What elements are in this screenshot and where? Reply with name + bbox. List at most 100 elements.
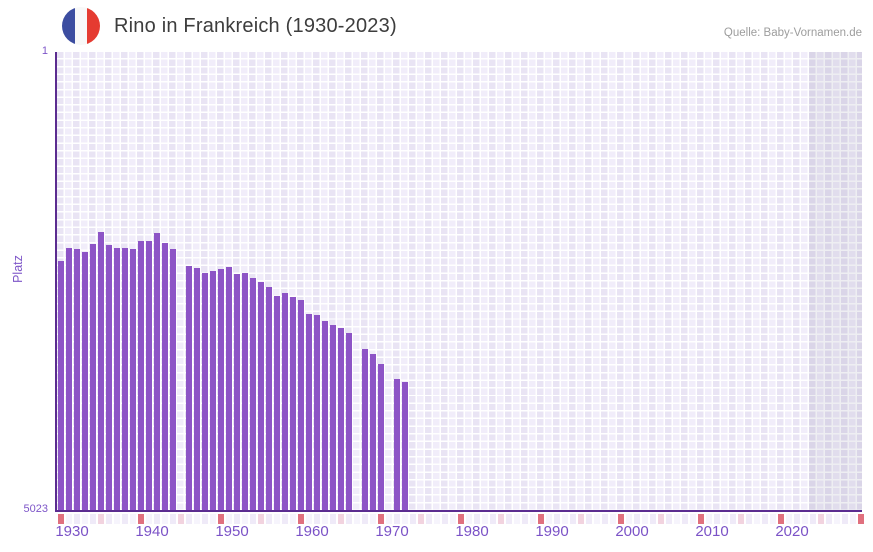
year-strip-cell: [425, 514, 433, 524]
year-strip-cell: [441, 514, 449, 524]
rank-bar-1964[interactable]: [329, 324, 337, 511]
rank-bar-1963[interactable]: [321, 320, 329, 511]
rank-bar-1938[interactable]: [121, 248, 129, 511]
year-strip-cell: [177, 514, 185, 524]
year-strip-cell: [737, 514, 745, 524]
rank-bar-1937[interactable]: [113, 248, 121, 511]
year-strip-cell: [329, 514, 337, 524]
rank-bar-1947[interactable]: [193, 267, 201, 511]
rank-bar-1961[interactable]: [305, 313, 313, 511]
rank-bar-1943[interactable]: [161, 243, 169, 511]
year-strip-cell: [185, 514, 193, 524]
x-axis-tick-1980: 1980: [455, 523, 489, 540]
rank-bar-1941[interactable]: [145, 241, 153, 511]
rank-bar-1950[interactable]: [217, 269, 225, 511]
rank-bar-1935[interactable]: [97, 232, 105, 511]
rank-bar-1942[interactable]: [153, 233, 161, 511]
year-strip-cell: [457, 514, 465, 524]
year-strip-cell: [113, 514, 121, 524]
rank-bar-1956[interactable]: [265, 286, 273, 511]
rank-bar-1944[interactable]: [169, 248, 177, 511]
year-strip-cell: [609, 514, 617, 524]
rank-bar-1957[interactable]: [273, 296, 281, 511]
rank-bar-1965[interactable]: [337, 328, 345, 511]
year-strip-cell: [641, 514, 649, 524]
rank-bar-1968[interactable]: [361, 349, 369, 511]
year-strip-cell: [393, 514, 401, 524]
rank-bar-1959[interactable]: [289, 297, 297, 511]
year-strip-cell: [241, 514, 249, 524]
rank-bar-1970[interactable]: [377, 364, 385, 511]
rank-bar-1939[interactable]: [129, 249, 137, 511]
rank-bar-1933[interactable]: [81, 251, 89, 511]
year-strip-cell: [809, 514, 817, 524]
rank-bar-1973[interactable]: [401, 382, 409, 511]
rank-bar-1931[interactable]: [65, 247, 73, 511]
rank-bar-1953[interactable]: [241, 273, 249, 511]
x-axis-tick-2010: 2010: [695, 523, 729, 540]
year-strip-cell: [601, 514, 609, 524]
rank-bar-1930[interactable]: [57, 261, 65, 511]
year-strip-cell: [377, 514, 385, 524]
rank-bar-1934[interactable]: [89, 244, 97, 511]
rank-bar-1955[interactable]: [257, 282, 265, 511]
year-strip-cell: [369, 514, 377, 524]
x-axis-tick-1930: 1930: [55, 523, 89, 540]
rank-bar-1958[interactable]: [281, 292, 289, 511]
year-strip-cell: [57, 514, 65, 524]
rank-bar-1940[interactable]: [137, 241, 145, 511]
rank-bar-1972[interactable]: [393, 379, 401, 511]
year-strip-cell: [585, 514, 593, 524]
year-strip-cell: [433, 514, 441, 524]
year-strip-cell: [521, 514, 529, 524]
year-strip-cell: [769, 514, 777, 524]
year-strip-cell: [473, 514, 481, 524]
x-axis-tick-1940: 1940: [135, 523, 169, 540]
recent-years-band: [809, 52, 862, 511]
flag-white-stripe: [74, 7, 88, 45]
year-strip-cell: [313, 514, 321, 524]
year-strip-cell: [625, 514, 633, 524]
year-strip-cell: [289, 514, 297, 524]
year-strip-cell: [673, 514, 681, 524]
flag-blue-stripe: [62, 7, 75, 45]
year-strip-cell: [697, 514, 705, 524]
year-strip-cell: [681, 514, 689, 524]
year-strip-cell: [145, 514, 153, 524]
x-axis-tick-1990: 1990: [535, 523, 569, 540]
year-strip-cell: [825, 514, 833, 524]
x-axis-tick-1970: 1970: [375, 523, 409, 540]
chart-title: Rino in Frankreich (1930-2023): [114, 15, 397, 37]
rank-bar-1946[interactable]: [185, 266, 193, 511]
year-strip-cell: [545, 514, 553, 524]
rank-bar-1936[interactable]: [105, 245, 113, 511]
year-strip-cell: [745, 514, 753, 524]
rank-bar-1949[interactable]: [209, 271, 217, 511]
year-strip-cell: [761, 514, 769, 524]
year-strip-cell: [801, 514, 809, 524]
year-strip-cell: [305, 514, 313, 524]
rank-bar-1952[interactable]: [233, 274, 241, 511]
year-strip-cell: [689, 514, 697, 524]
rank-bar-1951[interactable]: [225, 266, 233, 511]
rank-bar-1962[interactable]: [313, 314, 321, 511]
x-axis-tick-2020: 2020: [775, 523, 809, 540]
plot-area[interactable]: [57, 52, 862, 511]
year-strip-cell: [169, 514, 177, 524]
year-strip-cell: [849, 514, 857, 524]
year-strip-cell: [817, 514, 825, 524]
year-strip-cell: [729, 514, 737, 524]
year-strip-cell: [785, 514, 793, 524]
year-strip-cell: [633, 514, 641, 524]
year-strip-cell: [657, 514, 665, 524]
year-strip-cell: [649, 514, 657, 524]
rank-bar-1932[interactable]: [73, 248, 81, 511]
rank-bar-1954[interactable]: [249, 278, 257, 511]
year-strip-cell: [297, 514, 305, 524]
rank-bar-1966[interactable]: [345, 332, 353, 511]
year-strip-cell: [265, 514, 273, 524]
rank-bar-1960[interactable]: [297, 299, 305, 511]
rank-bar-1948[interactable]: [201, 273, 209, 511]
rank-bar-1969[interactable]: [369, 354, 377, 511]
flag-red-stripe: [87, 7, 100, 45]
